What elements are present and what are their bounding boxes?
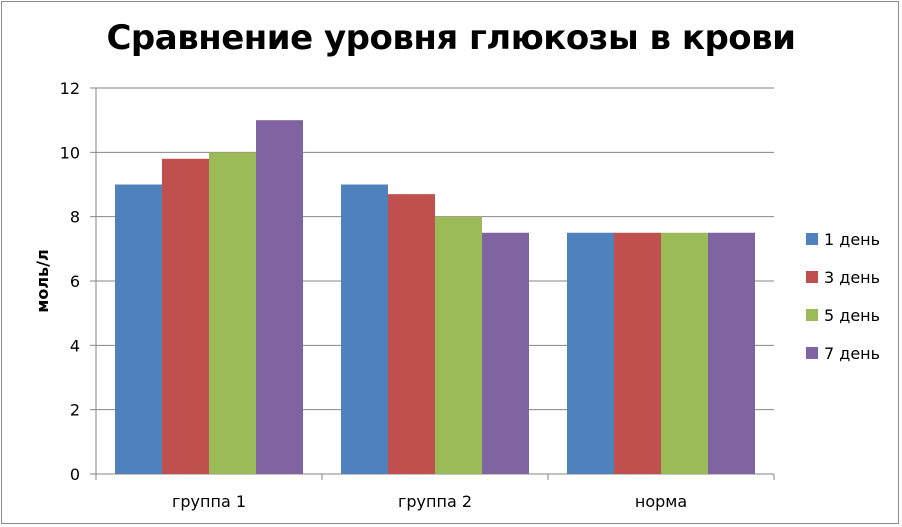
y-tick-label: 8 <box>70 208 80 227</box>
y-axis-title: моль/л <box>33 249 52 312</box>
y-tick-label: 4 <box>70 336 80 355</box>
bar <box>162 158 209 474</box>
legend-swatch <box>806 271 818 283</box>
legend: 1 день 3 день 5 день 7 день <box>806 230 880 363</box>
y-tick-label: 6 <box>70 272 80 291</box>
y-tick-label: 0 <box>70 465 80 484</box>
bar <box>388 194 435 474</box>
legend-swatch <box>806 233 818 245</box>
x-tick-label: норма <box>635 492 687 511</box>
bars <box>115 120 755 475</box>
legend-swatch <box>806 347 818 359</box>
x-tick-label: группа 1 <box>172 492 246 511</box>
bar <box>341 184 388 474</box>
chart-title: Сравнение уровня глюкозы в крови <box>106 18 796 58</box>
bar <box>209 152 256 475</box>
bar <box>567 232 614 474</box>
bar <box>256 120 303 475</box>
bar <box>482 232 529 474</box>
bar <box>614 232 661 474</box>
axis-labels: 0 2 4 6 8 10 12 группа 1 группа 2 норма моль/л <box>33 79 687 511</box>
legend-label: 7 день <box>824 344 880 363</box>
bar <box>708 232 755 474</box>
bar <box>435 216 482 474</box>
bar <box>661 232 708 474</box>
legend-label: 3 день <box>824 268 880 287</box>
x-tick-label: группа 2 <box>398 492 472 511</box>
bar <box>115 184 162 474</box>
legend-swatch <box>806 309 818 321</box>
y-tick-label: 2 <box>70 401 80 420</box>
y-tick-label: 12 <box>60 79 80 98</box>
y-tick-label: 10 <box>60 143 80 162</box>
legend-label: 1 день <box>824 230 880 249</box>
legend-label: 5 день <box>824 306 880 325</box>
